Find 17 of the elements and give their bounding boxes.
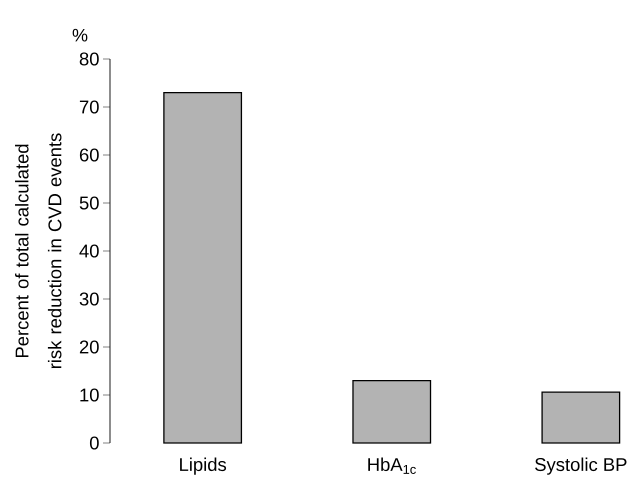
bar	[163, 92, 242, 444]
y-tick-label: 40	[79, 244, 99, 258]
x-tick-label: Lipids	[180, 458, 226, 475]
y-tick-label: 0	[90, 436, 99, 450]
y-tick-label: 70	[80, 100, 99, 114]
y-tick-label: 50	[80, 196, 99, 210]
x-tick-label: Systolic BP	[535, 458, 626, 475]
y-tick-label: 80	[80, 52, 99, 66]
y-tick-label: 30	[80, 292, 99, 306]
bar	[352, 380, 432, 444]
y-tick-label: 10	[80, 388, 99, 402]
y-axis-title: Percent of total calculated risk reduction in CVD events	[15, 133, 62, 368]
text: %	[72, 28, 88, 42]
bar	[541, 391, 620, 444]
y-tick-label: 60	[80, 148, 99, 162]
x-tick-label: HbA$_{1c}$	[368, 458, 416, 474]
y-tick-label: 20	[80, 340, 99, 354]
